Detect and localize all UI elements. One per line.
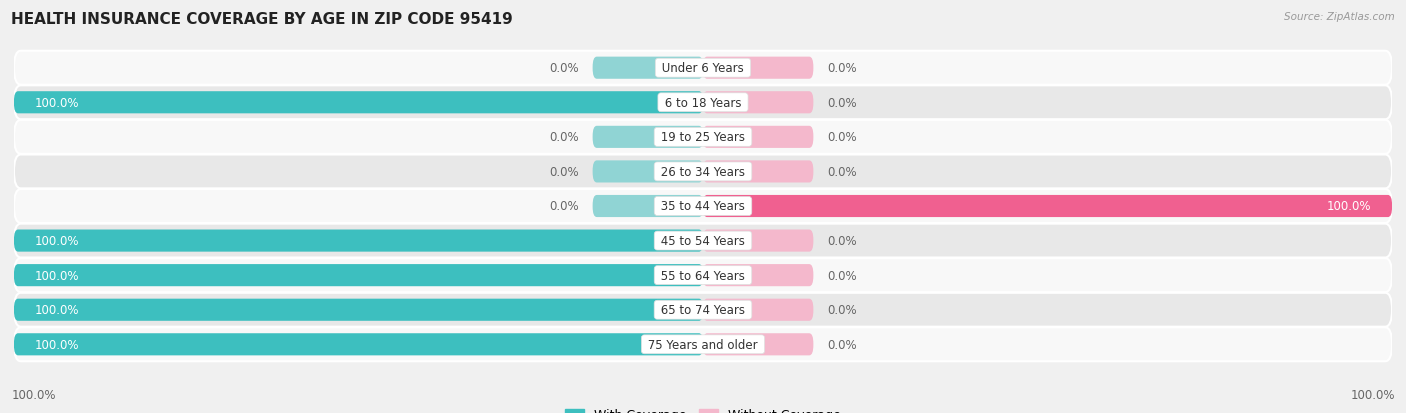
FancyBboxPatch shape [703, 92, 813, 114]
FancyBboxPatch shape [14, 155, 1392, 189]
Text: 100.0%: 100.0% [1350, 388, 1395, 401]
Text: 0.0%: 0.0% [550, 166, 579, 178]
FancyBboxPatch shape [703, 57, 813, 80]
Text: Source: ZipAtlas.com: Source: ZipAtlas.com [1284, 12, 1395, 22]
Text: 100.0%: 100.0% [35, 97, 79, 109]
Text: 0.0%: 0.0% [827, 235, 856, 247]
Text: 65 to 74 Years: 65 to 74 Years [657, 304, 749, 316]
FancyBboxPatch shape [703, 264, 813, 287]
FancyBboxPatch shape [14, 190, 1392, 223]
Text: 6 to 18 Years: 6 to 18 Years [661, 97, 745, 109]
Text: 0.0%: 0.0% [827, 338, 856, 351]
FancyBboxPatch shape [14, 259, 1392, 292]
Text: HEALTH INSURANCE COVERAGE BY AGE IN ZIP CODE 95419: HEALTH INSURANCE COVERAGE BY AGE IN ZIP … [11, 12, 513, 27]
FancyBboxPatch shape [14, 299, 703, 321]
Text: 100.0%: 100.0% [35, 235, 79, 247]
Text: 0.0%: 0.0% [827, 131, 856, 144]
Text: 100.0%: 100.0% [35, 304, 79, 316]
Text: 0.0%: 0.0% [550, 200, 579, 213]
Text: 100.0%: 100.0% [35, 269, 79, 282]
Text: 0.0%: 0.0% [827, 269, 856, 282]
Text: 100.0%: 100.0% [35, 338, 79, 351]
FancyBboxPatch shape [14, 328, 1392, 361]
FancyBboxPatch shape [14, 333, 703, 356]
FancyBboxPatch shape [14, 52, 1392, 85]
Text: 0.0%: 0.0% [827, 97, 856, 109]
Legend: With Coverage, Without Coverage: With Coverage, Without Coverage [561, 404, 845, 413]
Text: 0.0%: 0.0% [827, 304, 856, 316]
FancyBboxPatch shape [14, 86, 1392, 120]
FancyBboxPatch shape [703, 230, 813, 252]
Text: 0.0%: 0.0% [827, 166, 856, 178]
Text: 19 to 25 Years: 19 to 25 Years [657, 131, 749, 144]
FancyBboxPatch shape [14, 92, 703, 114]
FancyBboxPatch shape [593, 126, 703, 149]
Text: 75 Years and older: 75 Years and older [644, 338, 762, 351]
Text: Under 6 Years: Under 6 Years [658, 62, 748, 75]
FancyBboxPatch shape [593, 195, 703, 218]
FancyBboxPatch shape [14, 224, 1392, 258]
FancyBboxPatch shape [14, 264, 703, 287]
Text: 0.0%: 0.0% [550, 62, 579, 75]
FancyBboxPatch shape [14, 230, 703, 252]
FancyBboxPatch shape [14, 293, 1392, 327]
FancyBboxPatch shape [703, 126, 813, 149]
FancyBboxPatch shape [703, 333, 813, 356]
FancyBboxPatch shape [703, 161, 813, 183]
FancyBboxPatch shape [14, 121, 1392, 154]
Text: 0.0%: 0.0% [827, 62, 856, 75]
Text: 0.0%: 0.0% [550, 131, 579, 144]
FancyBboxPatch shape [593, 57, 703, 80]
Text: 100.0%: 100.0% [1327, 200, 1371, 213]
FancyBboxPatch shape [703, 195, 1392, 218]
FancyBboxPatch shape [703, 299, 813, 321]
Text: 100.0%: 100.0% [11, 388, 56, 401]
FancyBboxPatch shape [593, 161, 703, 183]
Text: 35 to 44 Years: 35 to 44 Years [657, 200, 749, 213]
Text: 55 to 64 Years: 55 to 64 Years [657, 269, 749, 282]
Text: 26 to 34 Years: 26 to 34 Years [657, 166, 749, 178]
Text: 45 to 54 Years: 45 to 54 Years [657, 235, 749, 247]
